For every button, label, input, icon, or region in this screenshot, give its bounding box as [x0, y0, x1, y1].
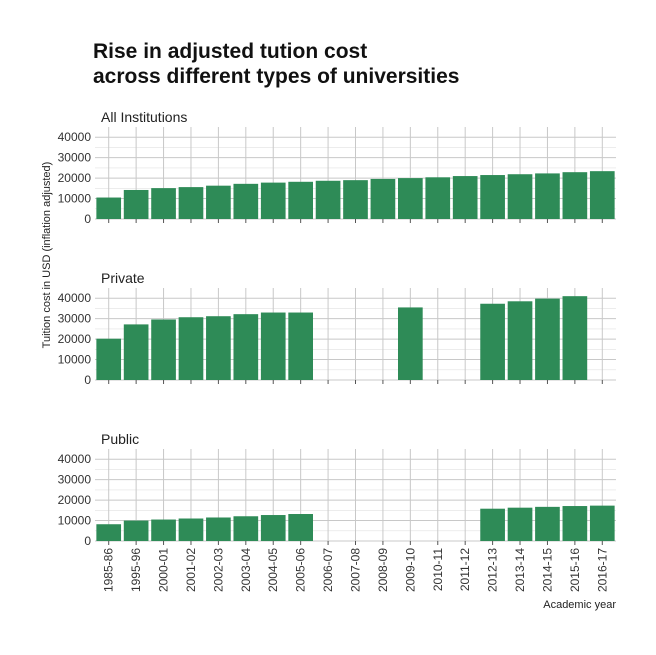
bar-public-2001-02 [178, 518, 204, 541]
bar-all-institutions-2012-13 [480, 175, 505, 219]
panel-0: All Institutions 0 10000 20000 30000 40000 [58, 109, 616, 226]
bar-all-institutions-2006-07 [315, 180, 341, 219]
x-tick-label: 2010-11 [431, 548, 445, 591]
bar-private-2013-14 [507, 301, 533, 380]
x-tick-label: 2000-01 [157, 548, 171, 592]
bar-all-institutions-2013-14 [507, 174, 533, 219]
bar-private-2005-06 [288, 312, 313, 380]
x-tick-label: 2006-07 [321, 548, 335, 592]
y-tick-label: 10000 [58, 514, 92, 528]
bar-private-2003-04 [233, 314, 259, 380]
bar-public-2014-15 [535, 506, 560, 541]
bar-private-2014-15 [535, 298, 560, 380]
x-tick-label: 2011-12 [458, 548, 472, 591]
x-tick-label: 2002-03 [211, 548, 225, 592]
x-tick-label: 2012-13 [486, 548, 500, 592]
bar-all-institutions-1985-86 [96, 197, 122, 219]
x-tick-label: 2005-06 [294, 548, 308, 592]
bar-public-2000-01 [151, 519, 176, 541]
panel-title: Private [101, 270, 145, 286]
x-tick-label: 1985-86 [102, 548, 116, 592]
x-tick-label: 2001-02 [184, 548, 198, 592]
bar-all-institutions-2001-02 [178, 187, 204, 219]
bar-private-1985-86 [96, 338, 122, 380]
bar-public-2013-14 [507, 507, 533, 541]
x-tick-label: 2009-10 [403, 548, 417, 592]
bar-public-2012-13 [480, 508, 505, 541]
y-tick-label: 40000 [58, 130, 92, 144]
bar-all-institutions-2009-10 [398, 178, 423, 219]
bar-public-2005-06 [288, 514, 313, 541]
y-tick-label: 20000 [58, 171, 92, 185]
bar-all-institutions-2002-03 [206, 185, 231, 219]
y-tick-label: 10000 [58, 192, 92, 206]
bar-private-2001-02 [178, 317, 204, 380]
x-tick-label: 2016-17 [595, 548, 609, 592]
bar-private-2000-01 [151, 319, 176, 380]
x-tick-label: 2013-14 [513, 548, 527, 592]
bar-private-2004-05 [260, 312, 286, 380]
bar-public-2003-04 [233, 516, 259, 541]
y-tick-label: 40000 [58, 452, 92, 466]
panel-title: Public [101, 431, 139, 447]
bar-public-2004-05 [260, 515, 286, 541]
bar-all-institutions-2016-17 [589, 171, 615, 219]
panels: All Institutions010000200003000040000Pri… [58, 109, 616, 592]
panel-2: Public 0 10000 20000 30000 40000 [58, 431, 616, 548]
bar-all-institutions-2003-04 [233, 183, 259, 219]
y-tick-label: 30000 [58, 151, 92, 165]
y-tick-label: 0 [84, 212, 91, 226]
y-tick-label: 30000 [58, 312, 92, 326]
bar-public-2002-03 [206, 517, 231, 541]
x-tick-label: 2015-16 [568, 548, 582, 592]
y-axis-title: Tuition cost in USD (inflation adjusted) [41, 162, 53, 349]
y-tick-label: 0 [84, 534, 91, 548]
bar-public-2015-16 [562, 506, 588, 541]
panel-title: All Institutions [101, 109, 187, 125]
x-axis-title: Academic year [543, 599, 616, 611]
bar-private-2015-16 [562, 296, 588, 380]
chart-title-line-1: Rise in adjusted tution cost [93, 40, 367, 63]
panel-1: Private 0 10000 20000 30000 40000 [58, 270, 616, 387]
x-tick-label: 1995-96 [129, 548, 143, 592]
y-tick-label: 40000 [58, 291, 92, 305]
bar-private-2002-03 [206, 316, 231, 380]
bar-private-2012-13 [480, 303, 505, 380]
y-tick-label: 30000 [58, 473, 92, 487]
bar-all-institutions-2010-11 [425, 177, 451, 219]
x-tick-label: 2014-15 [540, 548, 554, 592]
bar-all-institutions-2005-06 [288, 181, 313, 219]
bar-all-institutions-2007-08 [343, 180, 368, 219]
y-tick-label: 20000 [58, 493, 92, 507]
bar-all-institutions-2008-09 [370, 178, 396, 219]
y-tick-label: 20000 [58, 332, 92, 346]
bar-all-institutions-2000-01 [151, 188, 176, 219]
bar-all-institutions-2011-12 [452, 176, 478, 219]
bar-public-1985-86 [96, 524, 122, 541]
y-tick-label: 10000 [58, 353, 92, 367]
y-tick-label: 0 [84, 373, 91, 387]
bar-all-institutions-2015-16 [562, 172, 588, 219]
x-tick-label: 2004-05 [266, 548, 280, 592]
bar-all-institutions-2014-15 [535, 173, 560, 219]
bar-private-2009-10 [398, 307, 423, 380]
x-tick-label: 2008-09 [376, 548, 390, 592]
bar-public-2016-17 [589, 505, 615, 541]
bar-public-1995-96 [123, 520, 149, 541]
bar-all-institutions-1995-96 [123, 189, 149, 219]
bar-private-1995-96 [123, 324, 149, 380]
x-tick-label: 2007-08 [349, 548, 363, 592]
x-tick-label: 2003-04 [239, 548, 253, 592]
bar-all-institutions-2004-05 [260, 182, 286, 219]
chart-title-line-2: across different types of universities [93, 65, 459, 88]
